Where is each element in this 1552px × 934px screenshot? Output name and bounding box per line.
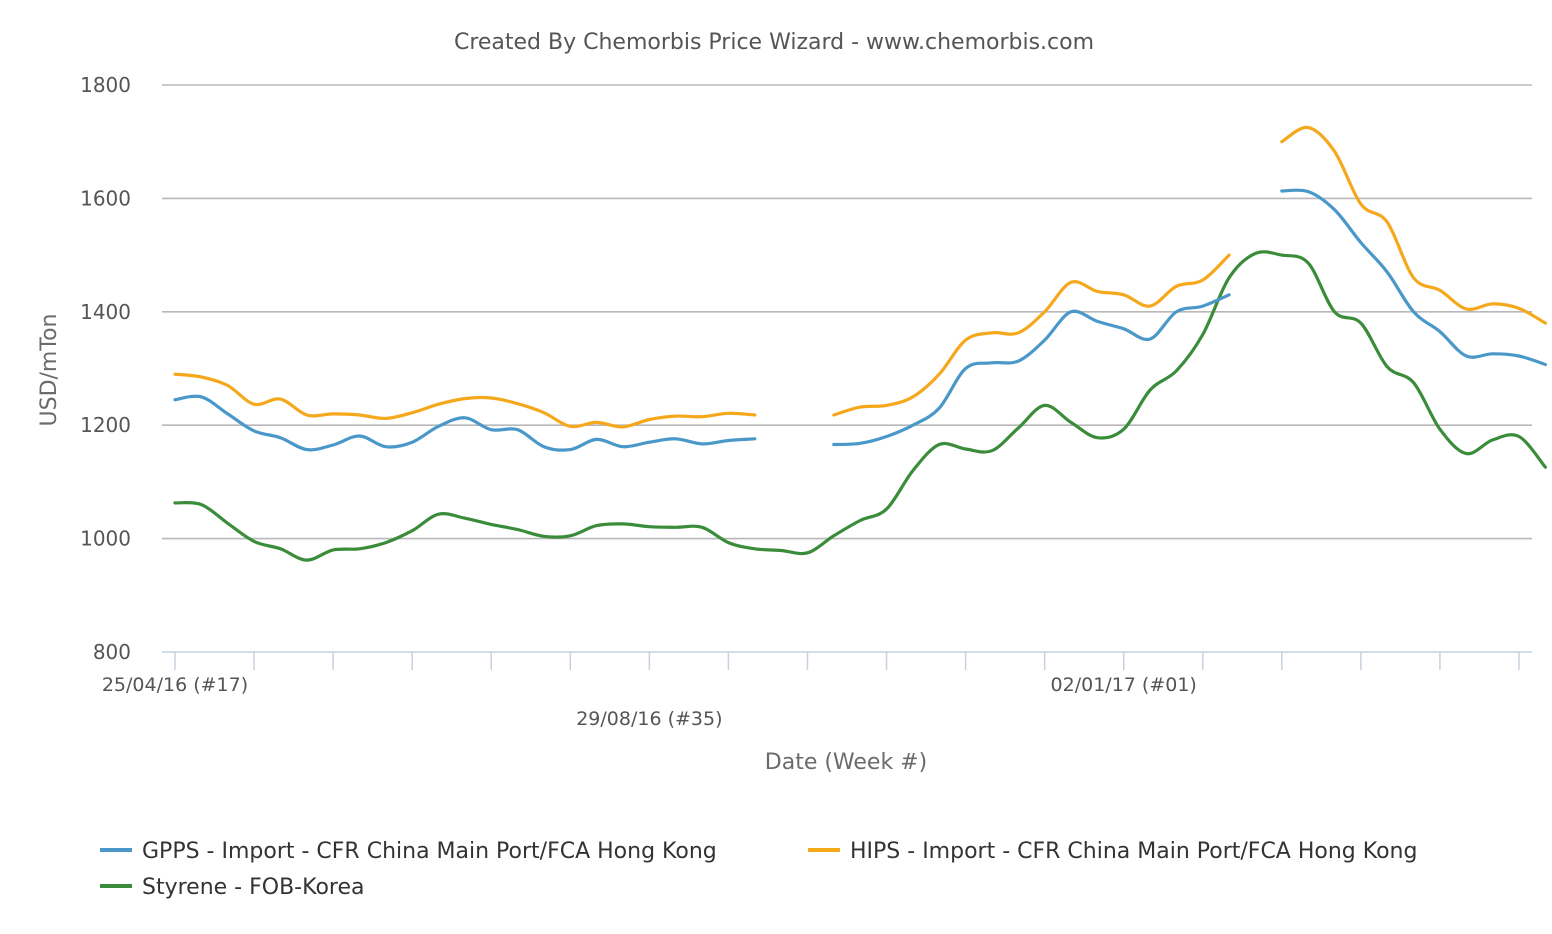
legend-label-styrene: Styrene - FOB-Korea bbox=[142, 875, 364, 900]
series-lines bbox=[173, 125, 1547, 562]
y-axis-title: USD/mTon bbox=[37, 314, 62, 427]
x-tick-label: 02/01/17 (#01) bbox=[1051, 674, 1197, 696]
x-axis-title: Date (Week #) bbox=[765, 750, 927, 775]
x-axis: 25/04/16 (#17) 29/08/16 (#35) 02/01/17 (#0… bbox=[102, 651, 1532, 730]
legend: GPPS - Import - CFR China Main Port/FCA … bbox=[100, 839, 1417, 900]
y-tick-label: 1000 bbox=[80, 527, 131, 551]
y-axis-ticks: 800 1000 1200 1400 1600 1800 bbox=[80, 73, 131, 664]
legend-label-hips: HIPS - Import - CFR China Main Port/FCA … bbox=[850, 839, 1417, 864]
y-tick-label: 800 bbox=[93, 640, 131, 664]
legend-item-styrene[interactable]: Styrene - FOB-Korea bbox=[100, 875, 364, 900]
x-tick-label: 29/08/16 (#35) bbox=[576, 708, 722, 730]
y-tick-label: 1800 bbox=[80, 73, 131, 97]
grid-lines bbox=[162, 84, 1532, 540]
chart-title: Created By Chemorbis Price Wizard - www.… bbox=[454, 30, 1094, 55]
legend-item-hips[interactable]: HIPS - Import - CFR China Main Port/FCA … bbox=[808, 839, 1417, 864]
legend-label-gpps: GPPS - Import - CFR China Main Port/FCA … bbox=[142, 839, 717, 864]
y-tick-label: 1400 bbox=[80, 300, 131, 324]
x-tick-label: 25/04/16 (#17) bbox=[102, 674, 248, 696]
series-line-hips bbox=[173, 125, 1547, 429]
y-tick-label: 1600 bbox=[80, 186, 131, 210]
legend-item-gpps[interactable]: GPPS - Import - CFR China Main Port/FCA … bbox=[100, 839, 717, 864]
series-line-styrene bbox=[173, 250, 1547, 562]
y-tick-label: 1200 bbox=[80, 413, 131, 437]
series-line-gpps bbox=[173, 188, 1547, 452]
